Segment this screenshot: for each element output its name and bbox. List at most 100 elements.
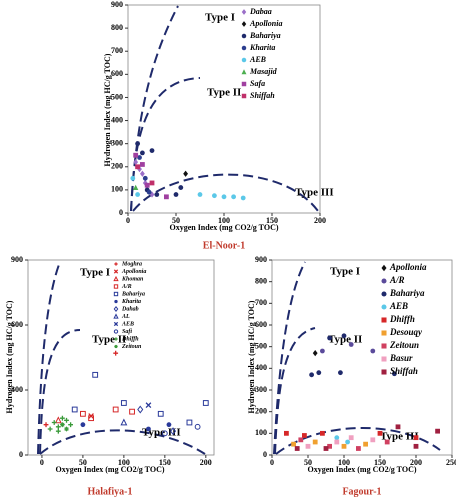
point <box>92 371 99 378</box>
point <box>356 446 361 451</box>
point <box>170 427 177 436</box>
legend-marker <box>113 329 119 334</box>
legend-marker <box>113 313 119 319</box>
point <box>327 335 332 341</box>
x-tick-label: 150 <box>266 216 278 225</box>
point <box>164 194 169 200</box>
point <box>166 422 172 428</box>
legend-marker <box>113 305 119 313</box>
x-tick-label: 250 <box>446 458 456 467</box>
point <box>54 416 62 424</box>
legend-label: Moghra <box>121 261 142 267</box>
y-tick-label: 500 <box>255 341 267 350</box>
x-tick-label: 200 <box>410 458 422 467</box>
annotation: Type II <box>328 334 362 346</box>
legend-marker <box>381 356 387 362</box>
point <box>323 446 329 451</box>
legend-marker <box>113 269 119 274</box>
type-curve <box>39 429 206 455</box>
point <box>149 148 155 154</box>
point <box>133 152 139 158</box>
legend-label: Zeitoun <box>389 340 419 350</box>
legend-marker <box>381 264 387 272</box>
point <box>316 370 322 376</box>
y-tick-label: 0 <box>263 450 267 459</box>
point <box>173 192 179 197</box>
point <box>341 333 347 339</box>
annotation: Type I <box>80 267 110 279</box>
legend-marker <box>241 69 247 75</box>
legend-label: AL <box>121 314 130 320</box>
legend-label: Apollonia <box>121 269 146 275</box>
y-tick-label: 400 <box>111 115 123 124</box>
annotation: Type II <box>207 87 241 99</box>
x-tick-label: 0 <box>270 458 274 467</box>
point <box>71 406 78 413</box>
point <box>309 372 314 378</box>
legend-label: Dahab <box>121 306 139 312</box>
legend-label: Bahariya <box>249 31 281 40</box>
x-tick-label: 100 <box>118 458 130 467</box>
legend-label: A/R <box>389 275 405 285</box>
legend-label: AEB <box>389 301 408 311</box>
point <box>231 194 237 200</box>
legend-label: Masajid <box>249 67 278 76</box>
x-tick-label: 100 <box>218 216 230 225</box>
point <box>129 408 135 415</box>
point <box>145 402 152 409</box>
legend-marker <box>381 330 387 336</box>
point <box>435 428 440 434</box>
legend-marker <box>241 57 247 63</box>
point <box>112 406 119 413</box>
legend-marker <box>241 45 247 51</box>
point <box>305 443 311 449</box>
point <box>377 430 383 436</box>
chart-title: Fagour-1 <box>342 486 381 497</box>
y-axis-label: Hydrogen Index (mg HC/g TOC) <box>247 300 256 413</box>
point <box>157 410 164 417</box>
point <box>135 141 141 147</box>
point <box>140 162 145 167</box>
legend-label: Shiffah <box>390 366 418 376</box>
point <box>194 423 201 430</box>
point <box>202 400 209 406</box>
point <box>312 350 318 357</box>
point <box>345 439 350 445</box>
annotation: Type II <box>92 334 126 346</box>
legend-marker <box>113 291 119 297</box>
y-tick-label: 700 <box>111 46 123 55</box>
point <box>137 155 142 160</box>
point <box>392 371 397 377</box>
legend-marker <box>381 343 387 349</box>
point <box>60 415 65 421</box>
point <box>348 342 354 347</box>
annotation: Type III <box>295 187 334 199</box>
point <box>135 192 141 197</box>
x-tick-label: 50 <box>79 458 87 467</box>
y-tick-label: 900 <box>255 255 267 264</box>
point <box>395 424 401 430</box>
legend-label: AEB <box>249 55 267 64</box>
y-axis-label: Hydrogen Index (mg HC/g TOC) <box>103 53 112 166</box>
y-tick-label: 900 <box>11 255 23 264</box>
legend-label: Dabaa <box>249 7 272 16</box>
point <box>64 417 69 423</box>
legend-label: A/R <box>121 284 132 290</box>
legend-label: Bahariya <box>389 288 425 298</box>
point <box>43 422 49 428</box>
x-tick-label: 0 <box>126 216 130 225</box>
point <box>88 415 94 422</box>
point <box>212 193 217 199</box>
point <box>363 441 368 447</box>
point <box>161 430 168 437</box>
point <box>302 433 307 438</box>
point <box>130 175 136 181</box>
legend-marker <box>381 317 387 323</box>
type-curve <box>39 329 81 455</box>
y-tick-label: 300 <box>11 385 23 394</box>
point <box>178 185 184 190</box>
x-tick-label: 100 <box>338 458 350 467</box>
y-tick-label: 300 <box>111 138 123 147</box>
point <box>294 446 300 451</box>
plot-frame <box>27 259 215 456</box>
